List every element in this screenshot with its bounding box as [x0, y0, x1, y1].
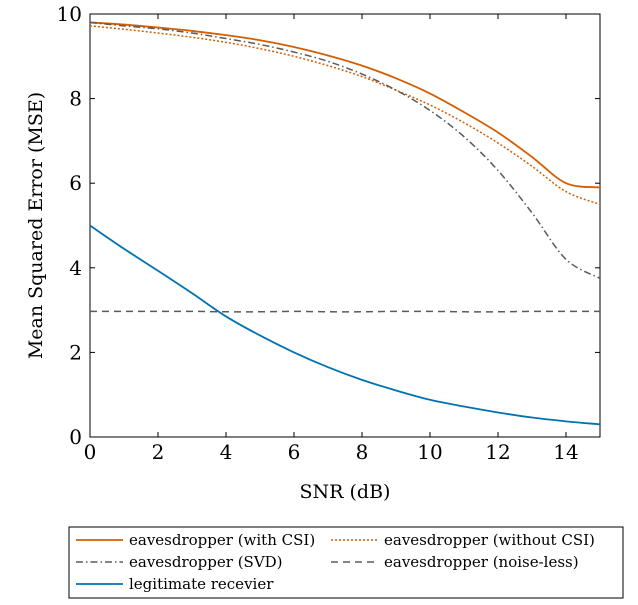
legend-label: eavesdropper (noise-less): [384, 553, 579, 571]
x-tick-label: 0: [84, 440, 97, 464]
plot-area: 0 2 4 6 8 10 12 14 0 2 4 6 8 10: [57, 2, 601, 464]
series-line-3: [90, 310, 600, 313]
legend-item-2: eavesdropper (SVD): [76, 553, 283, 571]
y-tick-label: 4: [69, 256, 82, 280]
legend-label: legitimate recevier: [129, 575, 274, 593]
legend: eavesdropper (with CSI) eavesdropper (wit…: [68, 526, 624, 599]
x-tick-label: 14: [553, 440, 578, 464]
legend-item-0: eavesdropper (with CSI): [76, 531, 315, 549]
y-tick-label: 10: [57, 2, 82, 26]
legend-item-4: legitimate recevier: [76, 575, 274, 593]
x-tick-label: 6: [288, 440, 301, 464]
legend-label: eavesdropper (SVD): [129, 553, 283, 571]
x-axis-label: SNR (dB): [300, 481, 391, 503]
legend-item-1: eavesdropper (without CSI): [331, 531, 595, 549]
y-tick-label: 2: [69, 340, 82, 364]
y-axis-ticks: 0 2 4 6 8 10: [57, 2, 600, 449]
x-tick-label: 2: [152, 440, 165, 464]
y-axis-label: Mean Squared Error (MSE): [25, 92, 47, 359]
x-axis-ticks: 0 2 4 6 8 10 12 14: [84, 14, 579, 464]
x-tick-label: 12: [485, 440, 510, 464]
y-tick-label: 6: [69, 171, 82, 195]
x-tick-label: 4: [220, 440, 233, 464]
legend-label: eavesdropper (with CSI): [129, 531, 315, 549]
series-line-1: [89, 25, 601, 206]
y-tick-label: 8: [69, 87, 82, 111]
legend-label: eavesdropper (without CSI): [384, 531, 595, 549]
series-line-4: [89, 224, 601, 426]
y-tick-label: 0: [69, 425, 82, 449]
x-tick-label: 10: [417, 440, 442, 464]
x-tick-label: 8: [356, 440, 369, 464]
series-layer: [89, 21, 601, 426]
legend-items: eavesdropper (with CSI) eavesdropper (wit…: [76, 531, 595, 593]
series-line-0: [89, 21, 601, 189]
legend-item-3: eavesdropper (noise-less): [331, 553, 579, 571]
